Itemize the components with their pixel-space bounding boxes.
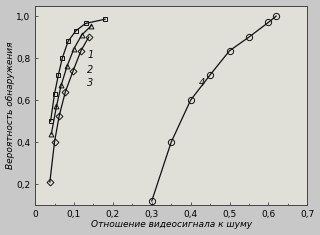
Text: 3: 3: [87, 78, 93, 88]
Text: 4: 4: [198, 78, 205, 88]
Text: 1: 1: [88, 50, 94, 60]
Y-axis label: Вероятность обнаружения: Вероятность обнаружения: [5, 42, 14, 169]
Text: 2: 2: [87, 65, 93, 75]
X-axis label: Отношение видеосигнала к шуму: Отношение видеосигнала к шуму: [91, 220, 252, 229]
